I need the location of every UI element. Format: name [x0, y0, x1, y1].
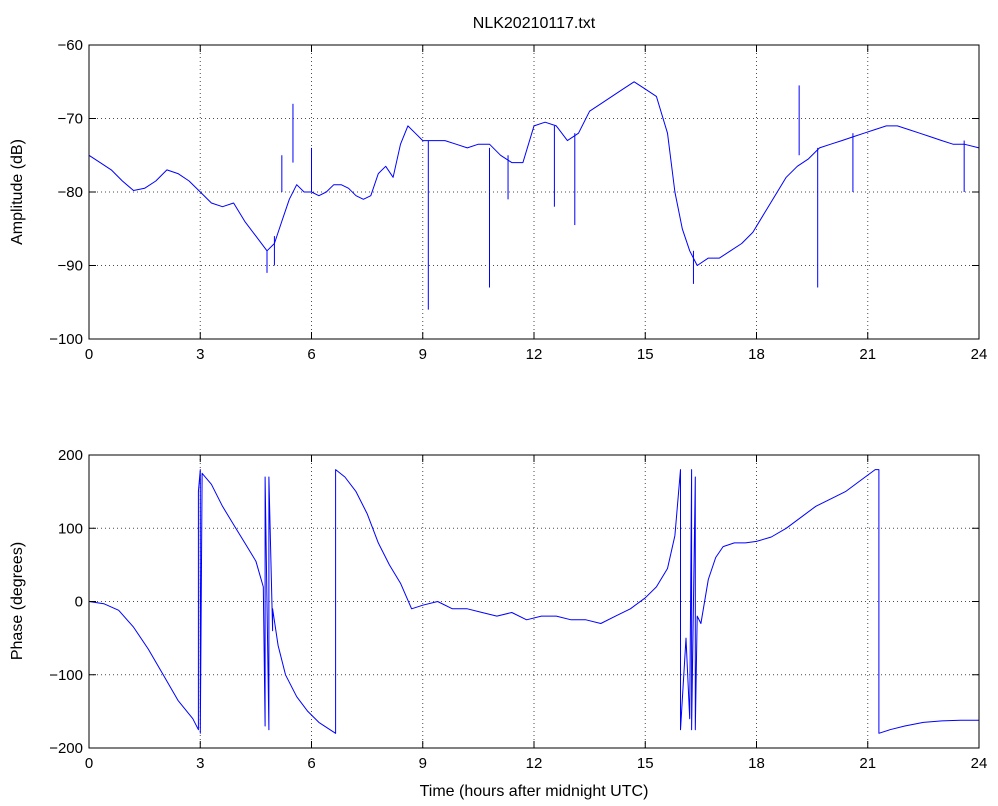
phase-xtick-label: 21 [859, 755, 876, 772]
amplitude-xtick-label: 15 [637, 346, 654, 363]
amplitude-plot: NLK20210117.txt 0 3 6 9 12 15 18 21 24 −60 −70 −80 −… [9, 15, 987, 363]
phase-ticks: 0 3 6 9 12 15 18 21 24 200 100 0 −100 −200 [49, 447, 987, 772]
amplitude-ticks: 0 3 6 9 12 15 18 21 24 −60 −70 −80 −90 −100 [49, 37, 987, 363]
phase-xtick-label: 12 [526, 755, 543, 772]
amplitude-xtick-label: 24 [971, 346, 988, 363]
phase-xtick-label: 9 [419, 755, 427, 772]
amplitude-xtick-label: 21 [859, 346, 876, 363]
phase-plot: 0 3 6 9 12 15 18 21 24 200 100 0 −100 −200 Phase (deg… [9, 447, 987, 800]
chart-title: NLK20210117.txt [473, 15, 596, 32]
phase-ytick-label: 100 [58, 520, 83, 537]
phase-xtick-label: 3 [196, 755, 204, 772]
y-axis-label-phase: Phase (degrees) [9, 542, 26, 660]
phase-xtick-label: 18 [748, 755, 765, 772]
phase-xtick-label: 6 [307, 755, 315, 772]
phase-ytick-label: −200 [49, 740, 83, 757]
amplitude-xtick-label: 3 [196, 346, 204, 363]
amplitude-xtick-label: 18 [748, 346, 765, 363]
amplitude-grid [89, 45, 979, 339]
phase-xtick-label: 15 [637, 755, 654, 772]
amplitude-ytick-label: −70 [58, 111, 83, 128]
amplitude-series-line [88, 81, 980, 266]
phase-grid [89, 455, 979, 748]
amplitude-ytick-label: −80 [58, 184, 83, 201]
phase-ytick-label: 0 [75, 594, 83, 611]
amplitude-trace [88, 81, 980, 310]
y-axis-label-amplitude: Amplitude (dB) [9, 139, 26, 245]
phase-xtick-label: 0 [85, 755, 93, 772]
phase-series-line [88, 469, 979, 734]
amplitude-xtick-label: 6 [307, 346, 315, 363]
amplitude-xtick-label: 12 [526, 346, 543, 363]
amplitude-xtick-label: 9 [419, 346, 427, 363]
x-axis-label: Time (hours after midnight UTC) [420, 783, 649, 800]
amplitude-ytick-label: −100 [49, 331, 83, 348]
amplitude-xtick-label: 0 [85, 346, 93, 363]
amplitude-ytick-label: −60 [58, 37, 83, 54]
phase-ytick-label: 200 [58, 447, 83, 464]
phase-xtick-label: 24 [971, 755, 988, 772]
phase-ytick-label: −100 [49, 667, 83, 684]
amplitude-ytick-label: −90 [58, 258, 83, 275]
phase-trace [88, 469, 979, 734]
